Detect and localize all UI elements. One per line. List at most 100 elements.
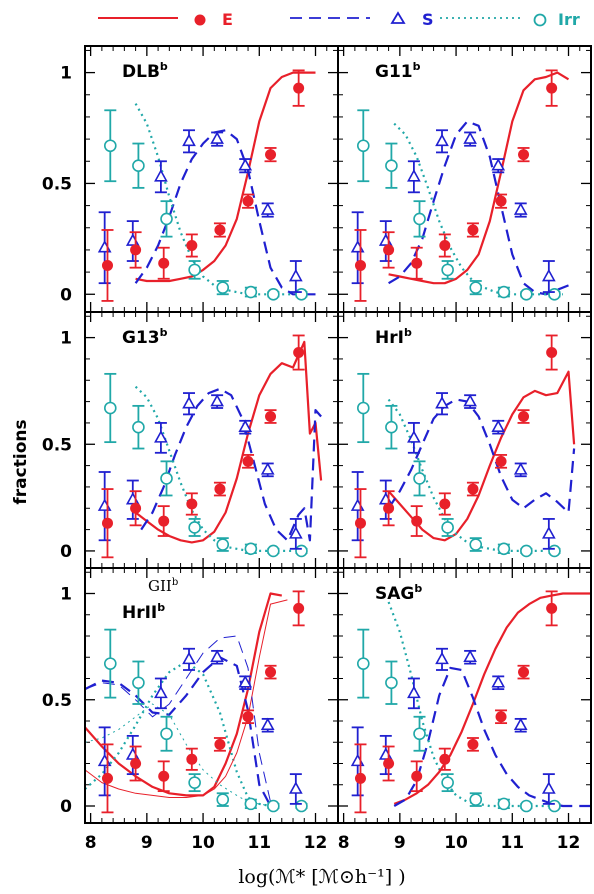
point-Irr — [295, 799, 308, 813]
panel-title: DLBb — [122, 60, 168, 82]
point-S — [407, 430, 421, 443]
panel-title-sup: b — [404, 326, 412, 339]
point-S — [182, 651, 196, 665]
point-S — [182, 133, 196, 147]
point-S — [210, 649, 224, 663]
panel-title: G13b — [122, 326, 168, 348]
model-curve-S — [393, 666, 591, 808]
point-S — [260, 717, 275, 731]
panel-title-sup: b — [160, 60, 168, 73]
legend-marker-S — [390, 11, 406, 24]
model-curve-S — [134, 129, 316, 296]
panel-title-sup: b — [413, 60, 421, 73]
point-S — [154, 685, 168, 699]
point-Irr — [441, 776, 454, 789]
point-Irr — [356, 401, 370, 415]
point-Irr — [441, 263, 454, 277]
point-Irr — [132, 676, 145, 690]
panels-grid: DLBb 0 0.5 1 G11b G13b 0 0.5 1 HrIb GIIb HrIIb 0 0.5 1… — [42, 45, 592, 853]
point-S — [288, 268, 303, 282]
point-Irr — [244, 542, 258, 556]
point-S — [378, 747, 393, 760]
point-E — [518, 149, 530, 161]
point-S — [238, 675, 253, 688]
point-Irr — [188, 776, 201, 789]
point-S — [463, 131, 477, 144]
point-E — [293, 82, 305, 94]
point-Irr — [356, 657, 370, 670]
point-Irr — [216, 281, 230, 294]
point-S — [125, 747, 140, 760]
point-Irr — [295, 287, 308, 301]
point-E — [158, 770, 170, 782]
point-E — [518, 411, 530, 423]
point-E — [354, 259, 366, 271]
panel-title-sup: b — [157, 601, 165, 614]
point-E — [158, 515, 170, 527]
panel-title-sup: b — [414, 582, 422, 595]
point-Irr — [385, 676, 398, 690]
point-E — [383, 758, 395, 769]
legend: E S Irr — [98, 10, 580, 29]
point-Irr — [497, 797, 511, 811]
point-E — [411, 257, 423, 269]
point-E — [242, 711, 254, 723]
point-E — [242, 195, 254, 207]
point-Irr — [385, 420, 398, 434]
y-tick-label: 1 — [60, 585, 72, 605]
point-E — [495, 455, 507, 467]
point-E — [467, 224, 479, 236]
point-Irr — [385, 159, 398, 172]
point-Irr — [160, 212, 173, 226]
x-tick-label: 10 — [191, 833, 215, 853]
point-E — [186, 753, 198, 765]
observations — [97, 69, 308, 302]
point-E — [546, 347, 558, 359]
point-S — [350, 240, 365, 253]
panel-title: HrIIb — [122, 601, 165, 623]
point-S — [463, 649, 477, 663]
point-E — [495, 195, 507, 207]
panel-subtitle-sup: b — [172, 577, 178, 588]
point-S — [541, 268, 556, 282]
x-tick-label: 12 — [557, 833, 581, 853]
point-E — [214, 483, 226, 495]
legend-label-E: E — [222, 10, 233, 29]
point-S — [513, 717, 528, 731]
point-S — [435, 133, 449, 147]
observations — [97, 590, 308, 814]
point-E — [467, 483, 479, 495]
panel-g13: G13b 0 0.5 1 — [42, 311, 339, 569]
point-S — [491, 675, 506, 688]
point-S — [238, 158, 253, 171]
point-Irr — [160, 727, 173, 741]
point-Irr — [295, 544, 308, 558]
point-Irr — [188, 521, 201, 534]
panel-hrii: GIIb HrIIb 0 0.5 1 8 9 10 11 12 — [42, 567, 339, 853]
y-axis-label: fractions — [11, 419, 31, 504]
point-Irr — [469, 538, 483, 551]
y-tick-label: 0.5 — [42, 435, 72, 455]
point-Irr — [520, 799, 533, 813]
point-S — [97, 498, 112, 511]
point-Irr — [132, 159, 145, 172]
y-tick-label: 1 — [60, 329, 72, 349]
model-curve-thin-E — [85, 599, 288, 798]
point-E — [158, 257, 170, 269]
point-Irr — [216, 538, 230, 551]
point-S — [491, 419, 506, 433]
point-Irr — [548, 544, 561, 558]
point-S — [154, 430, 168, 443]
point-Irr — [267, 544, 280, 558]
model-curve-Irr — [134, 385, 293, 553]
point-Irr — [104, 401, 117, 415]
point-E — [214, 738, 226, 750]
panel-hri: HrIb — [337, 311, 592, 569]
point-S — [407, 685, 421, 699]
point-S — [513, 462, 528, 475]
point-Irr — [520, 287, 533, 301]
point-E — [467, 738, 479, 750]
y-tick-label: 0.5 — [42, 691, 72, 711]
panel-title: G11b — [375, 60, 421, 82]
